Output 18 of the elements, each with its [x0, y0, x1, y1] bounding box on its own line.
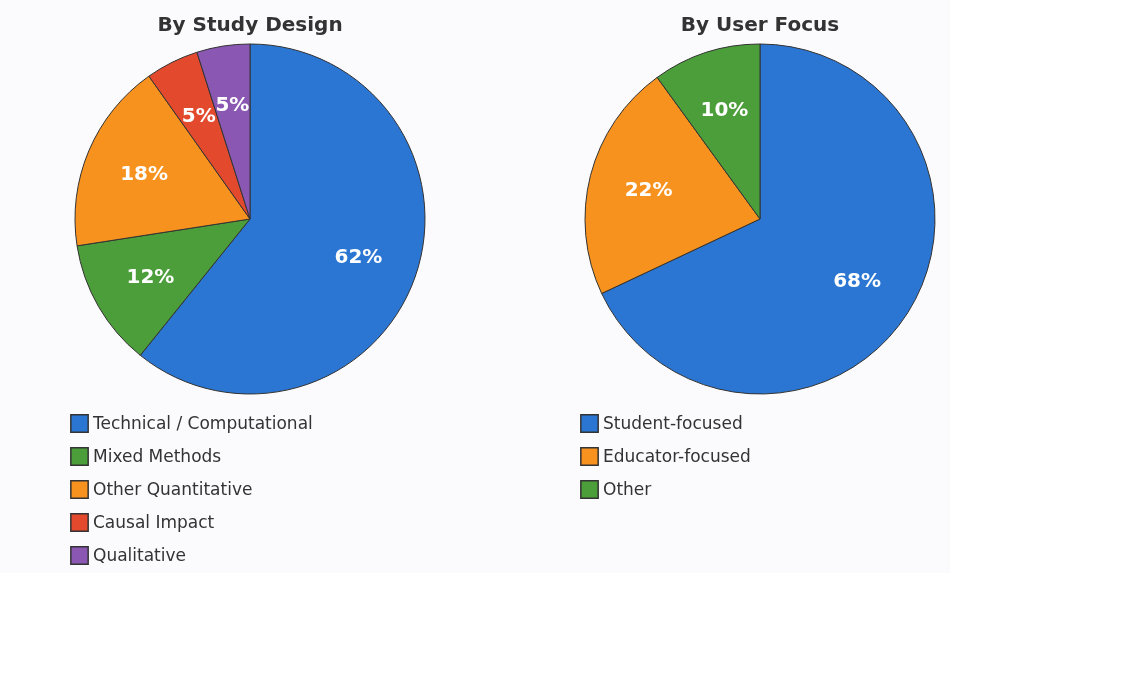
legend-label: Other Quantitative [93, 478, 253, 499]
legend-label: Educator-focused [603, 445, 751, 466]
chart-title: By User Focus [680, 12, 840, 36]
data-label: 5% [181, 103, 216, 128]
legend-label: Other [603, 478, 652, 499]
data-label: 5% [215, 92, 250, 117]
data-label: 18% [120, 161, 169, 186]
data-label: 68% [833, 267, 882, 292]
legend-label: Technical / Computational [92, 412, 313, 433]
legend-label: Causal Impact [93, 511, 215, 532]
legend-label: Mixed Methods [93, 445, 222, 466]
data-label: 12% [126, 263, 175, 288]
legend-label: Qualitative [93, 544, 187, 565]
data-label: 10% [700, 96, 749, 121]
legend-label: Student-focused [603, 412, 743, 433]
data-label: 22% [624, 177, 673, 202]
chart-title: By Study Design [157, 12, 343, 36]
data-label: 62% [334, 244, 383, 269]
